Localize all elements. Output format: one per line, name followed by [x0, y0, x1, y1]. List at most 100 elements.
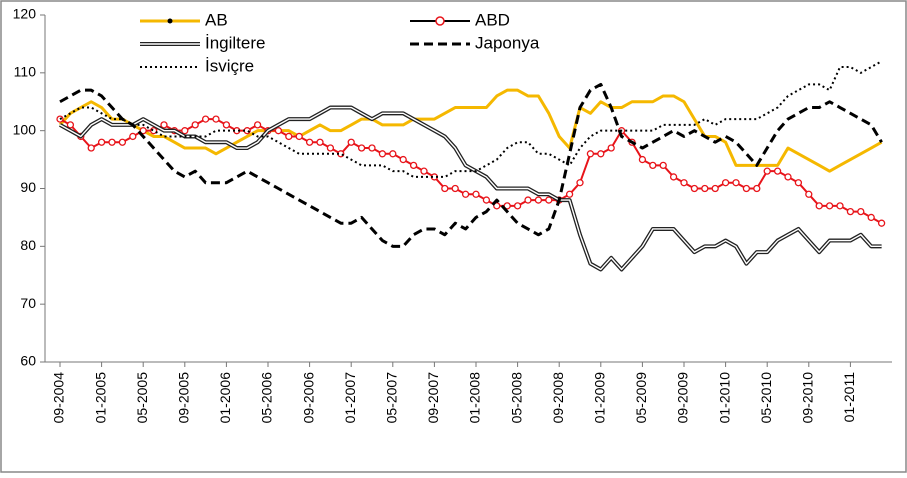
series-marker [378, 150, 387, 158]
series-marker [701, 184, 709, 193]
x-tick-label: 09-2010 [800, 372, 816, 424]
series-marker [87, 144, 95, 152]
series-marker [721, 179, 730, 187]
series-marker [347, 138, 355, 146]
series-marker [503, 202, 511, 210]
y-tick-label: 80 [20, 237, 36, 253]
x-tick-label: 09-2004 [51, 372, 67, 424]
legend-label: İngiltere [205, 33, 265, 52]
legend-label: AB [205, 10, 228, 29]
x-tick-label: 09-2009 [675, 372, 691, 424]
series-marker [565, 190, 574, 198]
series-marker [794, 179, 803, 187]
x-tick-label: 09-2008 [550, 372, 566, 424]
series-marker [846, 207, 855, 216]
series-marker [441, 184, 449, 193]
series-marker [825, 202, 834, 210]
series-marker [201, 115, 210, 123]
series-marker [399, 155, 407, 164]
x-tick-label: 01-2007 [342, 372, 358, 424]
series-marker [513, 202, 522, 210]
series-marker [742, 184, 751, 193]
x-tick-label: 01-2010 [716, 372, 732, 424]
x-tick-label: 09-2005 [176, 372, 192, 424]
x-tick-label: 05-2005 [134, 372, 150, 424]
x-tick-label: 09-2007 [425, 372, 441, 424]
series-marker [191, 121, 199, 129]
series-marker [711, 184, 719, 193]
series-marker [160, 121, 168, 129]
series-marker [451, 184, 459, 193]
legend-label: Japonya [475, 33, 540, 52]
series-marker [836, 202, 844, 210]
series-marker [472, 190, 480, 198]
series-marker [867, 213, 875, 222]
series-marker [243, 127, 251, 135]
series-marker [815, 202, 823, 210]
series-marker [773, 167, 782, 175]
series-marker [493, 202, 501, 210]
series-marker [638, 155, 647, 164]
series-marker [805, 190, 813, 198]
series-marker [857, 207, 865, 216]
series-marker [545, 196, 553, 204]
y-tick-label: 120 [13, 6, 37, 22]
x-tick-label: 01-2011 [841, 372, 857, 423]
series-marker [316, 138, 324, 146]
series-marker [118, 138, 127, 146]
y-tick-label: 60 [20, 353, 36, 369]
series-line [59, 60, 883, 178]
series-marker [357, 144, 366, 152]
series-marker [108, 138, 116, 146]
series-marker [732, 179, 740, 187]
y-tick-label: 100 [13, 121, 37, 137]
series-marker [285, 132, 293, 141]
series-marker [295, 132, 303, 141]
x-tick-label: 05-2010 [758, 372, 774, 424]
x-tick-label: 05-2008 [508, 372, 524, 424]
x-tick-label: 05-2007 [384, 372, 400, 424]
series-marker [763, 167, 771, 175]
x-tick-label: 01-2005 [92, 372, 108, 424]
series-marker [784, 173, 792, 181]
x-tick-label: 09-2006 [300, 372, 316, 424]
series-marker [586, 150, 595, 158]
series-marker [690, 184, 699, 193]
series-marker [597, 150, 605, 158]
series-marker [222, 121, 231, 129]
legend-label: İsviçre [205, 56, 254, 75]
legend-marker [167, 18, 173, 24]
series-marker [305, 138, 314, 146]
legend-marker [435, 16, 445, 26]
series-marker [253, 121, 262, 129]
legend-label: ABD [475, 10, 510, 29]
series-marker [680, 179, 688, 187]
series-marker [368, 144, 376, 152]
series-marker [482, 196, 491, 204]
series-marker [66, 121, 75, 129]
series-marker [409, 161, 418, 170]
x-tick-label: 01-2006 [217, 372, 233, 424]
series-marker [753, 184, 761, 193]
series-marker [461, 190, 470, 198]
series-marker [420, 167, 428, 175]
series-marker [181, 127, 189, 135]
series-marker [669, 173, 678, 181]
series-marker [534, 196, 543, 204]
series-line-inner [59, 106, 882, 271]
x-tick-label: 05-2009 [633, 372, 649, 424]
series-marker [659, 161, 667, 170]
x-tick-label: 01-2009 [592, 372, 608, 424]
series-marker [212, 115, 220, 123]
series-marker [524, 196, 532, 204]
series-marker [129, 132, 137, 141]
series-marker [274, 127, 283, 135]
y-tick-label: 70 [20, 295, 36, 311]
series-marker [97, 138, 106, 146]
y-tick-label: 90 [20, 179, 36, 195]
series-marker [576, 179, 584, 187]
series-marker [649, 161, 657, 170]
y-tick-label: 110 [14, 64, 37, 80]
